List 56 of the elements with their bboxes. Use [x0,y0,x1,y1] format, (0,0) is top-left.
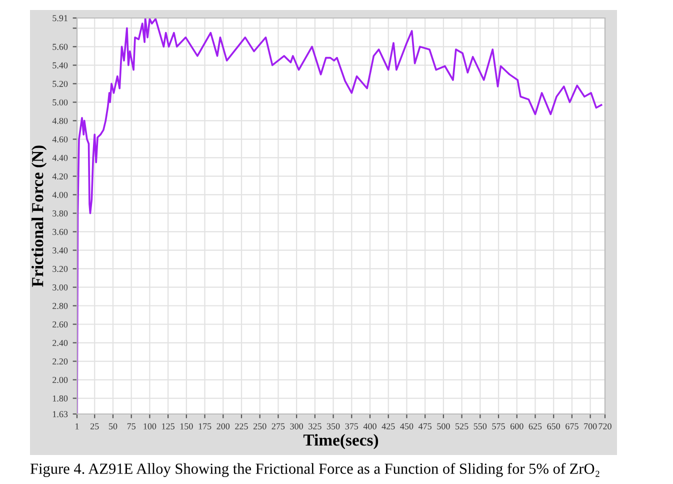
y-tick-label: 4.20 [52,173,68,180]
y-tick-label: 2.40 [52,340,68,346]
y-tick-label: 4.00 [52,192,68,198]
x-tick-label: 625 [528,423,542,430]
y-tick-label: 2.20 [52,358,68,365]
x-tick-label: 300 [290,423,303,430]
y-tick-label: 3.20 [52,266,68,272]
caption: Figure 4. AZ91E Alloy Showing the Frictional Force as a Function of Sliding for 5% of ZrO₂ [30,462,600,478]
x-tick-label: 75 [127,423,136,430]
x-tick-label: 700 [584,423,597,430]
x-tick-label: 125 [162,423,174,430]
x-tick-label: 650 [547,423,560,430]
x-tick-label: 475 [418,423,432,430]
x-tick-label: 575 [492,423,505,430]
y-tick-label: 4.40 [52,154,68,161]
x-tick-label: 500 [437,423,450,430]
x-tick-label: 200 [216,423,230,430]
x-tick-label: 600 [510,423,524,430]
x-tick-label: 100 [144,423,156,430]
x-tick-label: 400 [363,423,376,430]
x-tick-label: 350 [326,423,340,430]
x-tick-label: 325 [308,423,322,430]
y-tick-label: 5.60 [52,44,68,50]
y-tick-label: 3.00 [52,284,68,291]
y-tick-label: 4.80 [52,118,68,124]
x-tick-label: 275 [272,423,285,430]
y-tick-label: 5.91 [52,15,68,22]
y-tick-label: 5.20 [52,80,68,87]
y-tick-label: 2.80 [52,302,68,310]
x-tick-label: 425 [382,423,395,430]
x-tick-label: 450 [400,423,414,430]
x-axis-title: Time(secs) [303,434,378,450]
y-tick-label: 1.80 [52,395,68,402]
x-tick-label: 150 [180,423,193,430]
y-tick-label: 2.00 [52,376,68,384]
y-tick-label: 3.60 [52,228,68,235]
x-tick-label: 550 [474,423,487,430]
y-tick-label: 3.80 [52,210,68,216]
x-tick-label: 50 [108,423,118,430]
x-tick-label: 1 [76,423,79,430]
x-tick-label: 375 [345,423,358,430]
y-tick-label: 5.40 [52,62,68,68]
x-tick-label: 525 [456,423,468,430]
y-tick-label: 4.60 [52,136,68,142]
y-tick-label: 3.40 [52,247,68,254]
x-tick-label: 250 [253,423,266,430]
x-tick-label: 225 [235,423,248,430]
y-axis-title: Frictional Force (N) [32,146,47,287]
y-tick-label: 2.60 [52,321,68,328]
y-tick-label: 5.00 [52,99,68,106]
x-tick-label: 675 [566,423,578,430]
x-tick-label: 175 [198,423,212,430]
line-series [77,18,602,414]
y-tick-label: 1.63 [52,411,68,418]
x-tick-label: 25 [90,423,99,430]
x-tick-label: 720 [598,423,612,430]
